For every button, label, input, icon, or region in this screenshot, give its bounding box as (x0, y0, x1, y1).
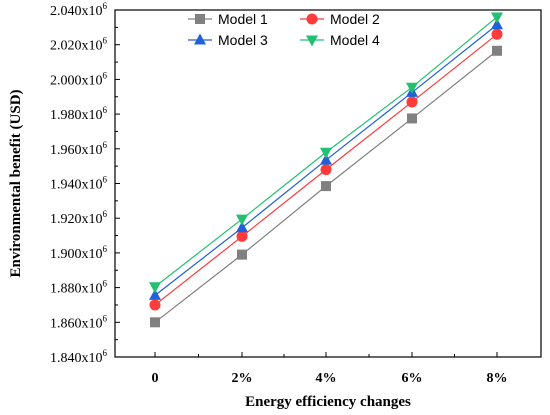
data-point (149, 282, 161, 294)
legend-label: Model 3 (218, 32, 268, 48)
legend-marker (306, 35, 318, 47)
legend-marker (306, 13, 318, 25)
x-axis-title: Energy efficiency changes (245, 394, 411, 410)
y-tick-label: 2.040x106 (50, 1, 108, 19)
series-1 (150, 45, 502, 328)
legend-marker (195, 14, 205, 24)
legend-label: Model 4 (330, 32, 380, 48)
legend-item: Model 1 (188, 11, 268, 27)
legend-label: Model 1 (218, 11, 268, 27)
data-point (492, 45, 502, 56)
data-point (236, 230, 248, 242)
data-point (236, 221, 248, 233)
y-tick-label: 1.960x106 (50, 140, 108, 158)
y-tick-label: 2.020x106 (50, 36, 108, 54)
data-point (491, 18, 503, 30)
y-tick-label: 1.980x106 (50, 105, 108, 123)
series-3 (149, 18, 503, 300)
data-point (321, 181, 331, 192)
data-point (149, 299, 161, 311)
y-tick-label: 1.880x106 (50, 279, 108, 297)
data-point (407, 113, 417, 124)
x-tick-label: 6% (402, 371, 423, 386)
data-point (237, 249, 247, 260)
y-tick-label: 1.900x106 (50, 244, 108, 262)
data-point (149, 288, 161, 300)
y-tick-label: 1.860x106 (50, 313, 108, 331)
legend-label: Model 2 (330, 11, 380, 27)
legend-item: Model 2 (300, 11, 380, 27)
y-tick-label: 2.000x106 (50, 70, 108, 88)
series-2 (149, 28, 503, 311)
y-tick-label: 1.920x106 (50, 209, 108, 227)
legend: Model 1 Model 2 Model 3 Model 4 (188, 11, 380, 48)
x-tick-label: 2% (232, 371, 253, 386)
data-point (491, 12, 503, 24)
legend-item: Model 3 (188, 32, 268, 48)
data-point (406, 96, 418, 108)
data-point (320, 147, 332, 159)
series-4 (149, 12, 503, 294)
data-point (320, 153, 332, 165)
data-point (491, 28, 503, 40)
y-axis-title: Environmental benefit (USD) (8, 89, 24, 277)
series-group (149, 12, 503, 328)
data-point (236, 214, 248, 226)
y-tick-label: 1.940x106 (50, 175, 108, 193)
x-axis-ticks: 0 2% 4% 6% 8% (152, 352, 508, 386)
y-axis-ticks: 1.840x106 1.860x106 1.880x106 1.900x106 1.92… (50, 1, 120, 366)
y-tick-label: 1.840x106 (50, 348, 108, 366)
data-point (320, 164, 332, 176)
data-point (150, 317, 160, 328)
data-point (406, 82, 418, 94)
legend-item: Model 4 (300, 32, 380, 48)
legend-marker (194, 33, 206, 45)
x-tick-label: 8% (487, 371, 508, 386)
x-tick-label: 4% (316, 371, 337, 386)
x-tick-label: 0 (152, 371, 159, 386)
